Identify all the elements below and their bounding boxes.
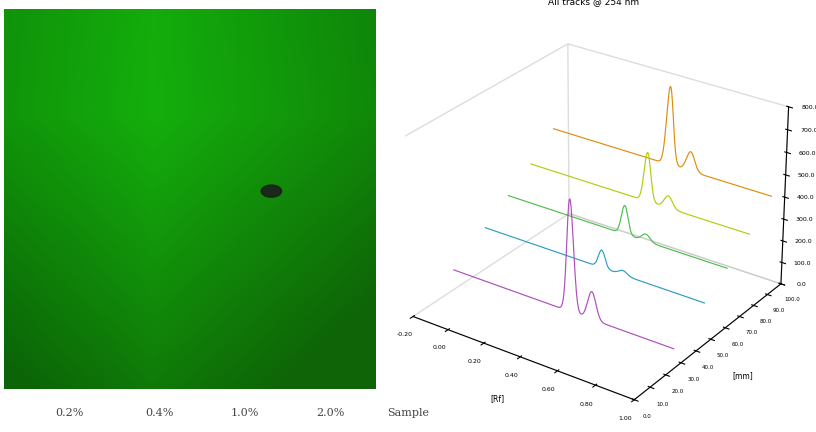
Text: 1.0%: 1.0% bbox=[231, 407, 259, 418]
Title: All tracks @ 254 nm: All tracks @ 254 nm bbox=[548, 0, 639, 6]
Text: Sample: Sample bbox=[387, 407, 429, 418]
Y-axis label: [mm]: [mm] bbox=[732, 371, 752, 380]
Text: 0.2%: 0.2% bbox=[55, 407, 83, 418]
X-axis label: [Rf]: [Rf] bbox=[490, 394, 504, 403]
Text: 0.4%: 0.4% bbox=[145, 407, 173, 418]
Ellipse shape bbox=[261, 185, 282, 197]
Text: 2.0%: 2.0% bbox=[317, 407, 344, 418]
